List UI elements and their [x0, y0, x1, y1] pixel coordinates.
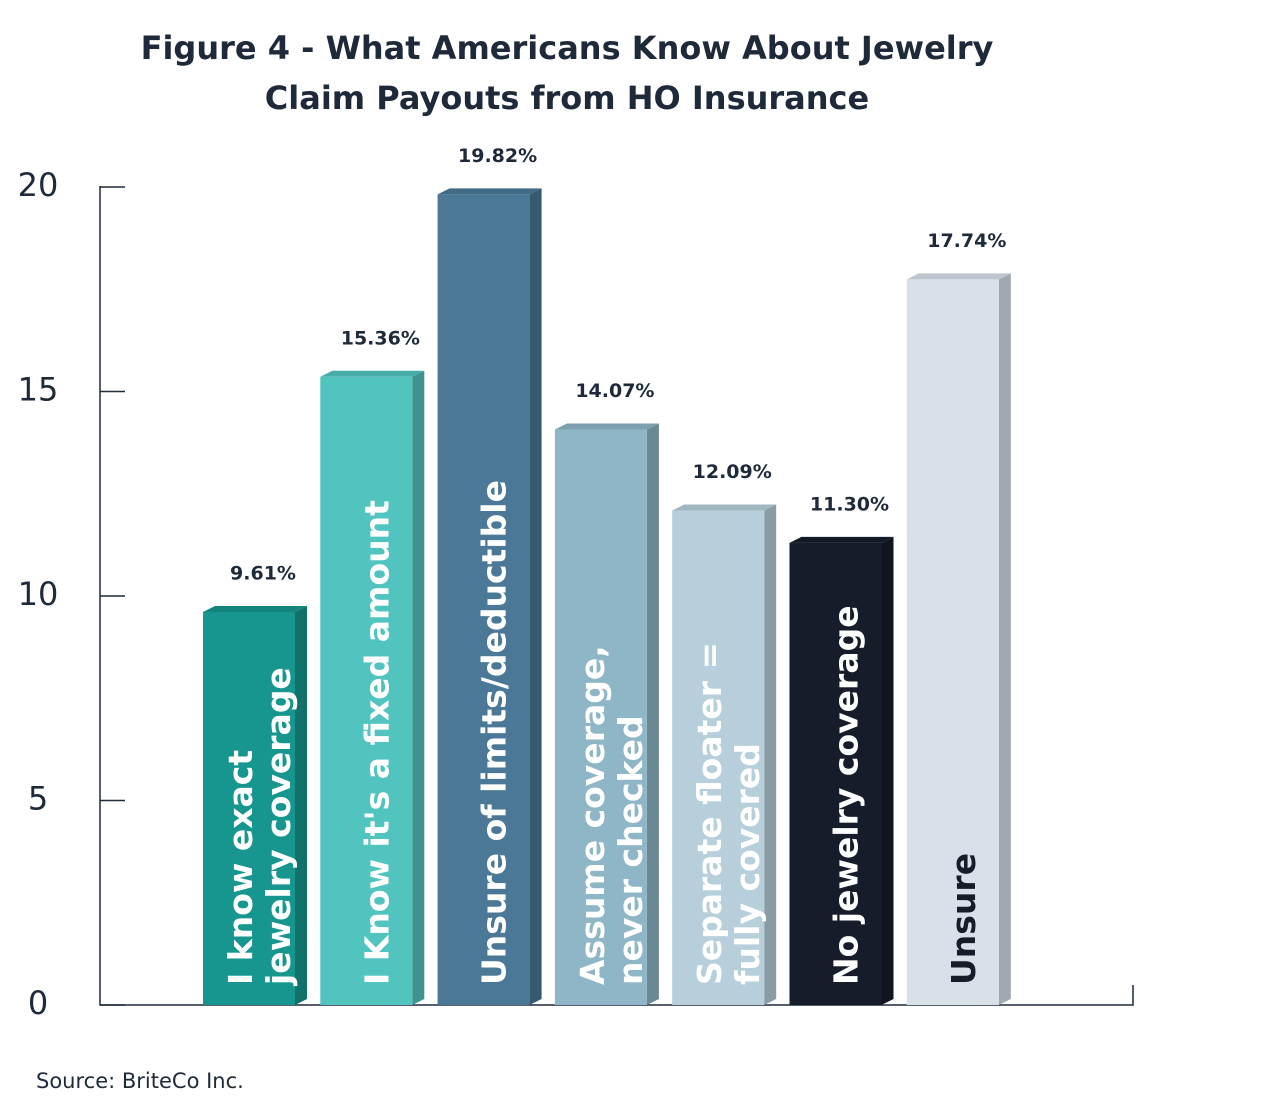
category-label: Unsure [943, 853, 982, 985]
bar-top [320, 370, 425, 377]
bar-side [646, 423, 659, 1005]
value-label: 11.30% [810, 493, 889, 515]
bar-side [295, 605, 307, 1005]
bar-top [554, 423, 659, 430]
y-tick-label: 20 [18, 166, 59, 204]
value-label: 17.74% [927, 230, 1006, 252]
value-label: 12.09% [693, 461, 772, 483]
y-tick-label: 10 [18, 575, 59, 613]
category-label: Separate floater =fully covered [690, 642, 767, 985]
bar [437, 194, 530, 1005]
bar-side [529, 188, 542, 1005]
bar-top [437, 188, 542, 195]
value-label: 14.07% [575, 380, 654, 402]
y-tick-label: 0 [28, 984, 48, 1022]
category-label: Assume coverage,never checked [572, 645, 649, 985]
bar-side [998, 273, 1011, 1006]
bar [672, 510, 765, 1005]
bar [789, 542, 882, 1005]
bar-top [672, 504, 777, 511]
value-label: 19.82% [458, 145, 537, 167]
bar [320, 376, 413, 1005]
bar-side [764, 504, 777, 1005]
category-label: No jewelry coverage [826, 605, 865, 985]
category-label: I know exactjewelry coverage [221, 667, 298, 987]
bar [554, 429, 647, 1005]
bar-side [412, 370, 425, 1005]
category-label: I Know it's a fixed amount [357, 500, 396, 985]
value-label: 9.61% [230, 562, 296, 584]
bar-top [203, 605, 307, 612]
bar-side [881, 536, 894, 1005]
y-tick-label: 15 [18, 371, 59, 409]
category-label: Unsure of limits/deductible [474, 480, 513, 985]
chart-title: Figure 4 - What Americans Know About Jew… [141, 29, 994, 67]
chart-title: Claim Payouts from HO Insurance [265, 79, 869, 117]
bar [906, 279, 999, 1006]
bar-top [906, 273, 1011, 280]
y-tick-label: 5 [28, 780, 48, 818]
bar [203, 611, 295, 1005]
source: Source: BriteCo Inc. [36, 1069, 244, 1093]
bar-top [789, 536, 894, 543]
value-label: 15.36% [341, 327, 420, 349]
